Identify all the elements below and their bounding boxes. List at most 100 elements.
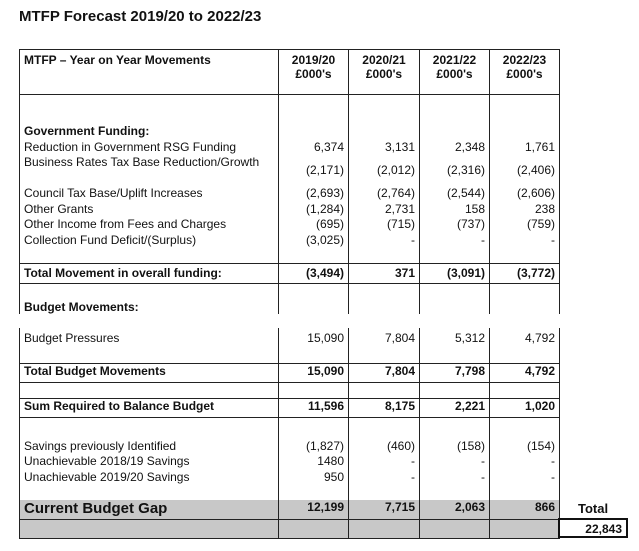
cell-value: 12,199	[278, 500, 349, 520]
cell-value: Total Budget Movements	[19, 363, 279, 383]
cell-value: (3,772)	[489, 263, 560, 284]
table-cell	[489, 519, 560, 539]
cell-value: -	[481, 454, 485, 468]
cell-value: 2,063	[419, 500, 490, 520]
year-header: 2021/22 £000's	[419, 49, 490, 95]
cell-value: (2,606)	[516, 186, 555, 200]
section-heading: Government Funding:	[24, 124, 150, 138]
row-label: Other Income from Fees and Charges	[24, 217, 227, 231]
cell-value: 158	[464, 201, 485, 216]
cell-value: (154)	[526, 438, 555, 453]
header-row: MTFP – Year on Year Movements 2019/20 £00…	[19, 49, 560, 95]
grey-blank-row	[19, 519, 560, 539]
cell-value: -	[411, 232, 415, 247]
cell-value: (2,171)	[305, 163, 344, 177]
cell-value: (759)	[526, 217, 555, 231]
cell-value: (737)	[456, 217, 485, 231]
funding-col: 1,761 (2,406) (2,606) 238 (759) -	[489, 94, 560, 264]
table-cell: (460) - -	[348, 417, 420, 500]
budget-pressures-row: Budget Pressures 15,090 7,804 5,312 4,79…	[19, 328, 560, 364]
cell-value: (3,494)	[278, 263, 349, 284]
cell-value: -	[551, 469, 555, 484]
cell-value: -	[481, 232, 485, 247]
cell-value: (2,406)	[516, 163, 555, 177]
table-cell	[278, 519, 349, 539]
cell-value: (3,025)	[305, 232, 344, 247]
cell-value: 1,761	[524, 139, 555, 154]
cell-value: (1,827)	[305, 438, 344, 453]
cell-value: Savings previously Identified	[24, 438, 177, 453]
table-cell	[278, 382, 349, 399]
header-label: MTFP – Year on Year Movements	[19, 49, 279, 95]
row-label: Other Grants	[24, 201, 94, 216]
table-cell	[19, 382, 279, 399]
cell-value: 238	[534, 201, 555, 216]
cell-value: (2,012)	[376, 163, 415, 177]
mtfp-table-top: MTFP – Year on Year Movements 2019/20 £00…	[19, 49, 560, 314]
sum-required-row: Sum Required to Balance Budget 11,596 8,1…	[19, 398, 560, 418]
spacer-row	[19, 382, 560, 399]
savings-section: Savings previously Identified Unachievabl…	[19, 417, 560, 500]
row-label: Council Tax Base/Uplift Increases	[24, 186, 203, 200]
cell-value: (2,764)	[376, 186, 415, 200]
cell-value: Unachievable 2019/20 Savings	[24, 469, 190, 484]
cell-value: 2021/22	[432, 53, 477, 67]
table-cell	[278, 283, 349, 314]
table-cell	[348, 519, 420, 539]
cell-value: £000's	[365, 67, 403, 81]
cell-value: Current Budget Gap	[19, 500, 279, 520]
funding-col: 2,348 (2,316) (2,544) 158 (737) -	[419, 94, 490, 264]
cell-value: 2,221	[419, 398, 490, 418]
row-label: Collection Fund Deficit/(Surplus)	[24, 232, 197, 247]
table-cell	[419, 519, 490, 539]
cell-value: (2,693)	[305, 186, 344, 200]
cell-value: (1,284)	[305, 201, 344, 216]
cell-value: -	[411, 469, 415, 484]
cell-value: Total Movement in overall funding:	[19, 263, 279, 284]
cell-value: (158)	[456, 438, 485, 453]
cell-value: 3,131	[384, 139, 415, 154]
cell-value: 7,798	[419, 363, 490, 383]
cell-value: 950	[323, 469, 344, 484]
cell-value: (2,316)	[446, 163, 485, 177]
cell-value: 7,804	[348, 328, 420, 364]
cell-value: 4,792	[489, 328, 560, 364]
year-header: 2022/23 £000's	[489, 49, 560, 95]
table-cell	[489, 283, 560, 314]
table-cell: Savings previously Identified Unachievabl…	[19, 417, 279, 500]
table-cell: Government Funding: Reduction in Governm…	[19, 94, 279, 264]
cell-value: 2019/20	[291, 53, 336, 67]
cell-value: 1480	[317, 454, 344, 468]
cell-value: 2,731	[384, 201, 415, 216]
funding-section: Government Funding: Reduction in Governm…	[19, 94, 560, 264]
cell-value: 2022/23	[502, 53, 547, 67]
table-cell	[19, 519, 279, 539]
table-cell	[348, 283, 420, 314]
funding-col: 6,374 (2,171) (2,693) (1,284) (695) (3,025)	[278, 94, 349, 264]
cell-value: -	[411, 454, 415, 468]
cell-value: 11,596	[278, 398, 349, 418]
total-value: 22,843	[558, 518, 628, 538]
budget-gap-row: Current Budget Gap 12,199 7,715 2,063 866	[19, 500, 560, 520]
cell-value: 6,374	[313, 139, 344, 154]
cell-value: Budget Movements:	[19, 283, 279, 314]
cell-value: (695)	[315, 217, 344, 231]
cell-value: 5,312	[419, 328, 490, 364]
year-header: 2019/20 £000's	[278, 49, 349, 95]
budget-heading-row: Budget Movements:	[19, 283, 560, 314]
cell-value: (460)	[386, 438, 415, 453]
cell-value: Budget Pressures	[19, 328, 279, 364]
cell-value: 2,348	[454, 139, 485, 154]
cell-value: 15,090	[278, 328, 349, 364]
cell-value: Unachievable 2018/19 Savings	[24, 454, 190, 468]
table-cell: (1,827) 1480 950	[278, 417, 349, 500]
cell-value: 8,175	[348, 398, 420, 418]
cell-value: £000's	[295, 67, 332, 81]
row-label: Business Rates Tax Base Reduction/Growth	[24, 155, 260, 169]
cell-value: -	[481, 469, 485, 484]
page-title: MTFP Forecast 2019/20 to 2022/23	[19, 8, 262, 25]
funding-col: 3,131 (2,012) (2,764) 2,731 (715) -	[348, 94, 420, 264]
cell-value: (2,544)	[446, 186, 485, 200]
cell-value: (3,091)	[419, 263, 490, 284]
cell-value: -	[551, 454, 555, 468]
